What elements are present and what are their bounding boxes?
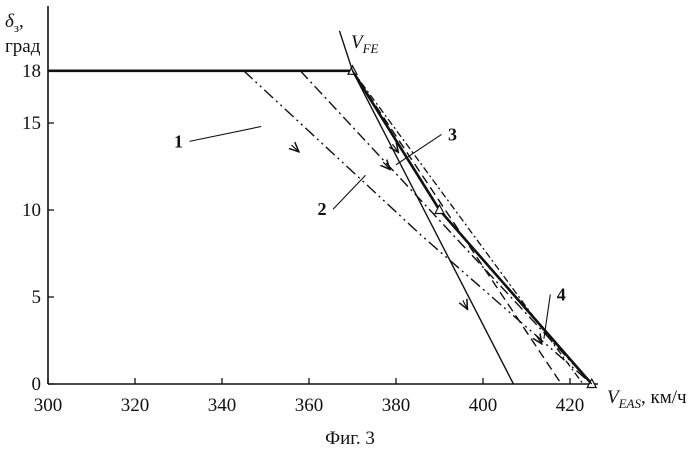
x-tick-label: 400 [469,395,498,416]
x-tick-label: 360 [295,395,324,416]
x-tick-label: 300 [34,395,63,416]
series-line-5 [353,71,584,384]
y-ticks: 0 5 10 15 18 [22,61,54,395]
curve-label-leader [190,126,262,141]
y-tick-label: 18 [22,61,41,82]
x-tick-label: 380 [382,395,411,416]
x-tick-label: 420 [556,395,585,416]
vfe-label: VFE [351,32,379,56]
x-axis-title: VEAS, км/ч [607,387,687,411]
x-tick-label: 320 [121,395,150,416]
y-tick-label: 10 [22,200,41,221]
curve-label-1: 1 [174,131,183,151]
x-tick-label: 340 [208,395,237,416]
series-direction-arrow [292,145,299,151]
curve-label-2: 2 [318,199,327,219]
curve-label-layer: 1 2 3 4 [174,124,566,338]
vfe-subscript: FE [362,41,379,56]
series-line-2 [339,31,513,384]
series-line-6 [353,71,562,384]
x-axis-subscript: EAS [618,396,642,411]
series-line-1 [48,71,592,384]
figure-caption: Фиг. 3 [325,428,375,449]
y-tick-label: 0 [32,374,42,395]
y-axis-comma: , [19,11,24,32]
series-direction-arrow [463,300,467,308]
y-tick-label: 15 [22,113,41,134]
curve-label-leader [333,175,366,209]
curve-label-4: 4 [557,284,566,304]
y-axis-title: δз, [5,11,24,35]
series-line-3 [244,71,592,384]
curve-label-3: 3 [448,124,457,144]
x-axis-unit: , км/ч [641,387,687,408]
y-tick-label: 5 [32,287,42,308]
y-axis-unit: град [5,36,41,57]
